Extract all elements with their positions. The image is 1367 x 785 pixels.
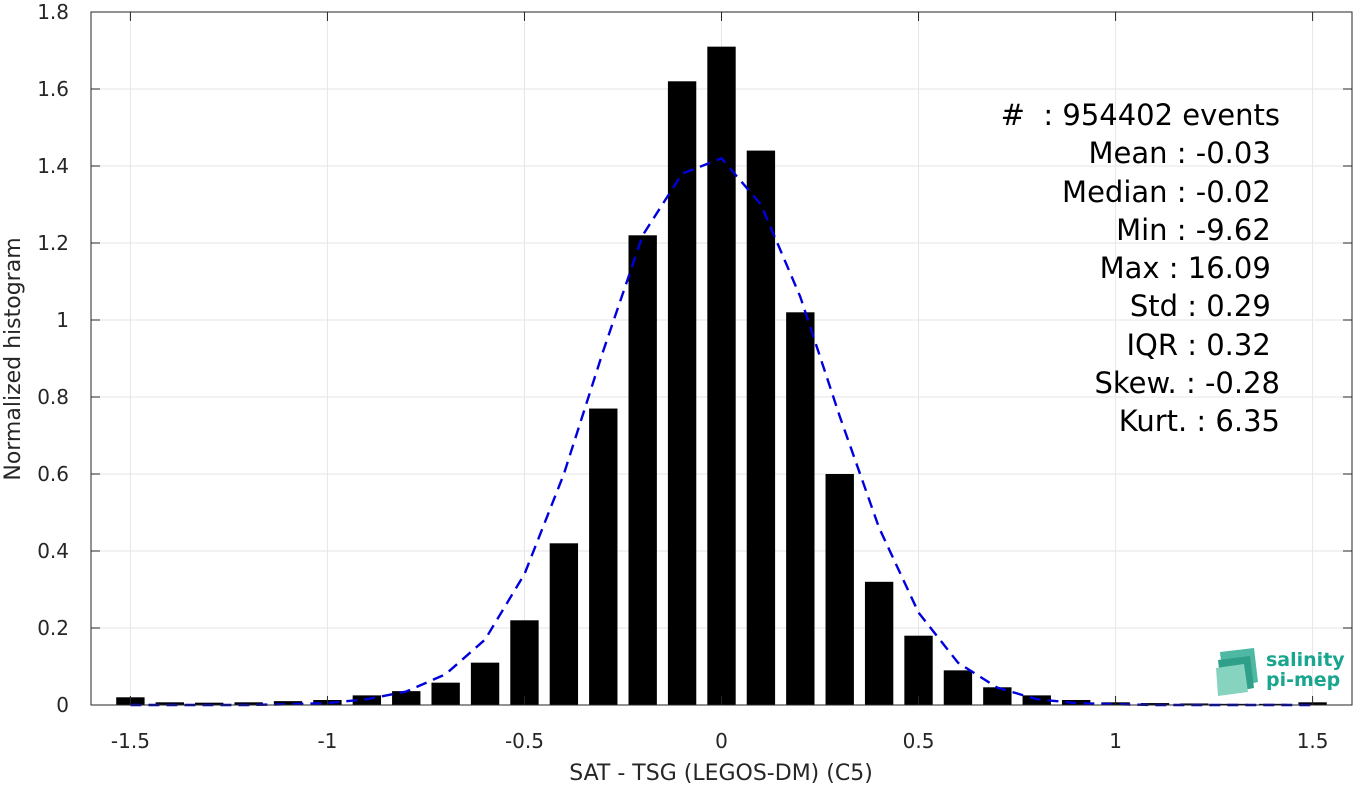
y-tick-label: 0.4 [37,539,69,563]
x-tick-label: 1 [1109,729,1122,753]
stat-skew: Skew. : -0.28 [1094,366,1280,401]
histogram-bar [746,150,776,706]
histogram-bar [628,235,657,706]
y-axis-title: Normalized histogram [1,237,26,480]
stat-median: Median : -0.02 [1062,174,1280,209]
y-tick-label: 0 [56,693,69,717]
histogram-bar [549,543,579,705]
y-tick-label: 0.2 [37,616,69,640]
wave-logo-icon [1216,648,1258,696]
y-tick-labels: 0 0.2 0.4 0.6 0.8 1 1.2 1.4 1.6 1.8 [37,0,69,717]
y-tick-label: 1 [56,308,69,332]
histogram-bar [943,670,973,705]
fit-curve [130,156,1313,707]
stat-mean: Mean : -0.03 [1088,136,1280,171]
x-tick-label: -0.5 [505,729,544,753]
statistics-box: # : 954402 events Mean : -0.03 Median : … [900,96,1280,441]
y-tick-label: 1.8 [37,0,69,24]
fit-line [130,156,1313,707]
histogram-bar [392,691,421,705]
histogram-bar [510,620,539,705]
stat-max: Max : 16.09 [1099,251,1280,286]
stat-min: Min : -9.62 [1116,212,1280,247]
x-tick-label: -1.5 [111,729,150,753]
histogram-bar [589,408,618,705]
x-tick-label: 0.5 [903,729,935,753]
histogram-bar [707,46,736,705]
x-tick-labels: -1.5 -1 -0.5 0 0.5 1 1.5 [111,729,1329,753]
salinity-pi-mep-logo: salinity pi-mep [1214,646,1345,696]
histogram-bar [983,687,1012,705]
logo-text-pi-mep: pi-mep [1266,669,1341,691]
histogram-bar [155,702,184,705]
stat-iqr: IQR : 0.32 [1126,327,1280,362]
histogram-bar [1140,703,1170,705]
y-tick-label: 0.6 [37,462,69,486]
x-tick-label: 1.5 [1297,729,1329,753]
y-tick-label: 1.2 [37,231,69,255]
histogram-bar [904,635,933,705]
y-tick-label: 1.4 [37,154,69,178]
stat-count: # : 954402 events [1000,98,1280,132]
x-tick-label: -1 [317,729,337,753]
stat-std: Std : 0.29 [1129,289,1280,324]
stat-kurt: Kurt. : 6.35 [1118,404,1280,439]
histogram-bar [234,702,263,705]
x-tick-label: 0 [715,729,728,753]
histogram-bars [116,46,1327,706]
x-axis-title: SAT - TSG (LEGOS-DM) (C5) [569,761,873,785]
histogram-bar [825,474,854,705]
histogram-bar [470,662,500,705]
histogram-bar [667,81,697,706]
y-tick-label: 1.6 [37,77,69,101]
histogram-bar [431,682,460,705]
histogram-bar [273,701,303,705]
y-tick-label: 0.8 [37,385,69,409]
histogram-bar [864,581,894,705]
histogram-bar [786,312,815,705]
logo-text-salinity: salinity [1266,649,1345,671]
axes [90,11,1353,706]
